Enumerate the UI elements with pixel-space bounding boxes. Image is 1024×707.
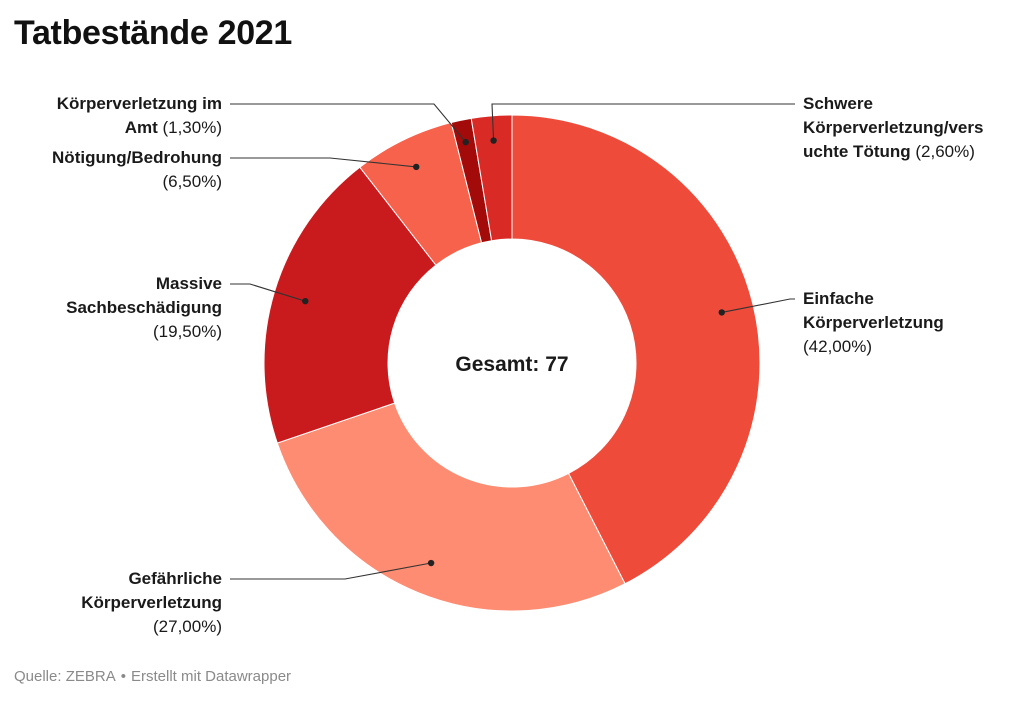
chart-title: Tatbestände 2021 bbox=[14, 14, 293, 52]
slice-label-einfache-korperverletzung-line-1: Einfache bbox=[803, 289, 874, 308]
slice-label-gefahrliche-korperverletzung-line-2: Körperverletzung bbox=[81, 593, 222, 612]
footer: Quelle: ZEBRA • Erstellt mit Datawrapper bbox=[14, 668, 291, 685]
leader-dot-schwere-korperverletzung-versuchte-totung bbox=[490, 137, 497, 144]
slice-label-notigung-bedrohung-line-1: Nötigung/Bedrohung bbox=[52, 148, 222, 167]
slice-value-notigung-bedrohung: (6,50%) bbox=[162, 172, 222, 191]
footer-separator: • bbox=[120, 668, 126, 685]
slice-label-schwere-korperverletzung-versuchte-totung-line-2: Körperverletzung/vers bbox=[803, 118, 983, 137]
leader-dot-gefahrliche-korperverletzung bbox=[427, 559, 435, 567]
leader-line-einfache-korperverletzung bbox=[721, 298, 795, 313]
leader-line-korperverletzung-im-amt bbox=[230, 103, 467, 143]
leader-dot-einfache-korperverletzung bbox=[718, 309, 725, 316]
slice-label-schwere-korperverletzung-versuchte-totung-line-1: Schwere bbox=[803, 94, 873, 113]
leader-dot-massive-sachbeschadigung bbox=[302, 297, 309, 305]
donut-hole bbox=[388, 239, 636, 487]
slice-label-gefahrliche-korperverletzung-line-1: Gefährliche bbox=[128, 569, 222, 588]
slice-value-schwere-korperverletzung-versuchte-totung: (2,60%) bbox=[911, 142, 975, 161]
slice-value-gefahrliche-korperverletzung: (27,00%) bbox=[153, 617, 222, 636]
footer-source: Quelle: ZEBRA bbox=[14, 668, 116, 685]
slice-label-korperverletzung-im-amt-line-2: Amt (1,30%) bbox=[125, 118, 222, 137]
slices-layer bbox=[263, 114, 761, 612]
slice-label-einfache-korperverletzung-line-2: Körperverletzung bbox=[803, 313, 944, 332]
slice-label-schwere-korperverletzung-versuchte-totung-line-3: uchte Tötung (2,60%) bbox=[803, 142, 975, 161]
footer-credit: Erstellt mit Datawrapper bbox=[130, 668, 292, 685]
leader-line-massive-sachbeschadigung bbox=[230, 283, 306, 302]
leader-dot-korperverletzung-im-amt bbox=[462, 138, 469, 146]
leader-line-gefahrliche-korperverletzung bbox=[230, 562, 432, 580]
leader-dot-notigung-bedrohung bbox=[413, 163, 420, 171]
labels-layer: Einfache Körperverletzung (42,00%) Gefährli… bbox=[52, 94, 983, 636]
slice-value-massive-sachbeschadigung: (19,50%) bbox=[153, 322, 222, 341]
leader-line-notigung-bedrohung bbox=[230, 157, 417, 168]
slice-label-massive-sachbeschadigung-line-1: Massive bbox=[156, 274, 222, 293]
slice-label-korperverletzung-im-amt-line-1: Körperverletzung im bbox=[57, 94, 222, 113]
slice-value-korperverletzung-im-amt: (1,30%) bbox=[158, 118, 222, 137]
leaders-layer bbox=[230, 103, 795, 580]
slice-value-einfache-korperverletzung: (42,00%) bbox=[803, 337, 872, 356]
leader-line-schwere-korperverletzung-versuchte-totung bbox=[491, 103, 795, 141]
center-label: Gesamt: 77 bbox=[455, 353, 568, 376]
slice-label-massive-sachbeschadigung-line-2: Sachbeschädigung bbox=[66, 298, 222, 317]
